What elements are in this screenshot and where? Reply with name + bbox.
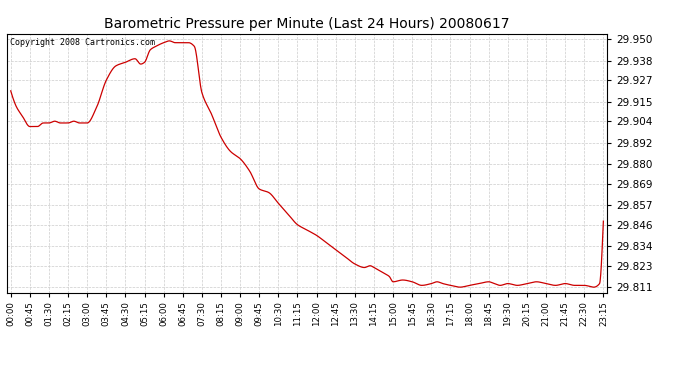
Title: Barometric Pressure per Minute (Last 24 Hours) 20080617: Barometric Pressure per Minute (Last 24 … bbox=[104, 17, 510, 31]
Text: Copyright 2008 Cartronics.com: Copyright 2008 Cartronics.com bbox=[10, 38, 155, 46]
